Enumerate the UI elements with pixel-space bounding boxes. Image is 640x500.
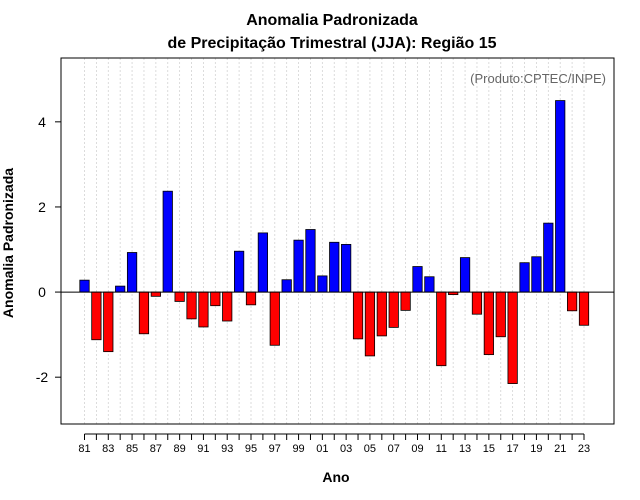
bars — [79, 100, 590, 384]
bar-2009 — [412, 266, 423, 293]
x-tick-label: 05 — [364, 443, 376, 455]
bar-1981 — [79, 279, 90, 293]
bar-2015 — [483, 291, 494, 356]
bar-1994 — [234, 250, 245, 293]
x-axis-title: Ano — [322, 469, 349, 485]
bar-2023 — [578, 291, 590, 326]
x-tick-label: 89 — [174, 443, 186, 455]
bar-2014 — [471, 291, 483, 315]
plot-frame — [60, 57, 615, 425]
bar-2003 — [341, 243, 352, 293]
x-tick-label: 91 — [197, 443, 209, 455]
x-tick-label: 11 — [436, 443, 447, 455]
bar-2002 — [329, 241, 340, 293]
bar-1989 — [174, 291, 185, 302]
bar-1985 — [126, 252, 138, 293]
y-tick-label: 0 — [38, 284, 46, 300]
x-tick-label: 23 — [578, 443, 590, 455]
bar-1983 — [103, 291, 114, 353]
bar-1991 — [198, 291, 209, 328]
x-tick-label: 87 — [150, 443, 162, 455]
bar-2004 — [352, 291, 364, 340]
y-axis-title: Anomalia Padronizada — [0, 168, 16, 318]
bar-1998 — [281, 279, 292, 293]
bar-1995 — [245, 291, 257, 306]
bar-1993 — [222, 291, 233, 322]
bar-2006 — [376, 291, 387, 337]
bar-1988 — [162, 190, 173, 293]
x-tick-label: 17 — [507, 443, 519, 455]
bar-2021 — [555, 100, 566, 293]
y-tick-label: -2 — [36, 369, 49, 385]
x-tick-label: 97 — [269, 443, 281, 455]
x-axis: 81 83 85 87 89 91 93 95 97 99 01 03 05 07 09 11 13 15 17 19… — [78, 433, 590, 455]
x-tick-label: 95 — [245, 443, 257, 455]
bar-2001 — [317, 275, 328, 293]
bar-1982 — [91, 291, 102, 341]
bar-2007 — [388, 291, 399, 328]
bar-2019 — [531, 256, 542, 293]
bar-2005 — [364, 291, 376, 357]
x-tick-label: 99 — [292, 443, 304, 455]
x-tick-label: 85 — [126, 443, 138, 455]
x-tick-label: 21 — [554, 443, 566, 455]
bar-2011 — [436, 291, 447, 367]
bar-2020 — [543, 222, 554, 293]
bar-2018 — [519, 262, 530, 293]
chart-title-line-2: de Precipitação Trimestral (JJA): Região… — [167, 35, 496, 52]
x-tick-label: 83 — [102, 443, 114, 455]
bar-2000 — [305, 229, 316, 293]
x-tick-label: 03 — [340, 443, 352, 455]
bar-2017 — [507, 291, 518, 384]
y-axis: -2 0 2 4 — [36, 114, 61, 385]
y-tick-label: 4 — [38, 114, 46, 130]
bar-2008 — [400, 291, 411, 311]
x-tick-label: 13 — [459, 443, 471, 455]
chart-title-line-1: Anomalia Padronizada — [246, 12, 418, 29]
bar-1984 — [115, 285, 126, 293]
bar-1992 — [210, 291, 221, 307]
bar-1999 — [293, 239, 304, 293]
bar-2022 — [567, 291, 578, 312]
bar-1990 — [186, 291, 197, 320]
bar-1986 — [138, 291, 150, 335]
x-tick-label: 07 — [388, 443, 400, 455]
bar-1997 — [269, 291, 280, 346]
credit-text: (Produto:CPTEC/INPE) — [470, 71, 606, 86]
x-tick-label: 93 — [221, 443, 233, 455]
x-tick-label: 01 — [316, 443, 328, 455]
bar-2016 — [495, 291, 506, 338]
bar-2010 — [424, 276, 435, 293]
bar-1987 — [150, 291, 161, 297]
x-tick-label: 09 — [411, 443, 423, 455]
x-tick-label: 81 — [78, 443, 90, 455]
bar-2013 — [459, 257, 471, 293]
x-tick-label: 15 — [483, 443, 495, 455]
x-tick-label: 19 — [530, 443, 542, 455]
y-tick-label: 2 — [38, 199, 46, 215]
bar-1996 — [257, 232, 268, 293]
